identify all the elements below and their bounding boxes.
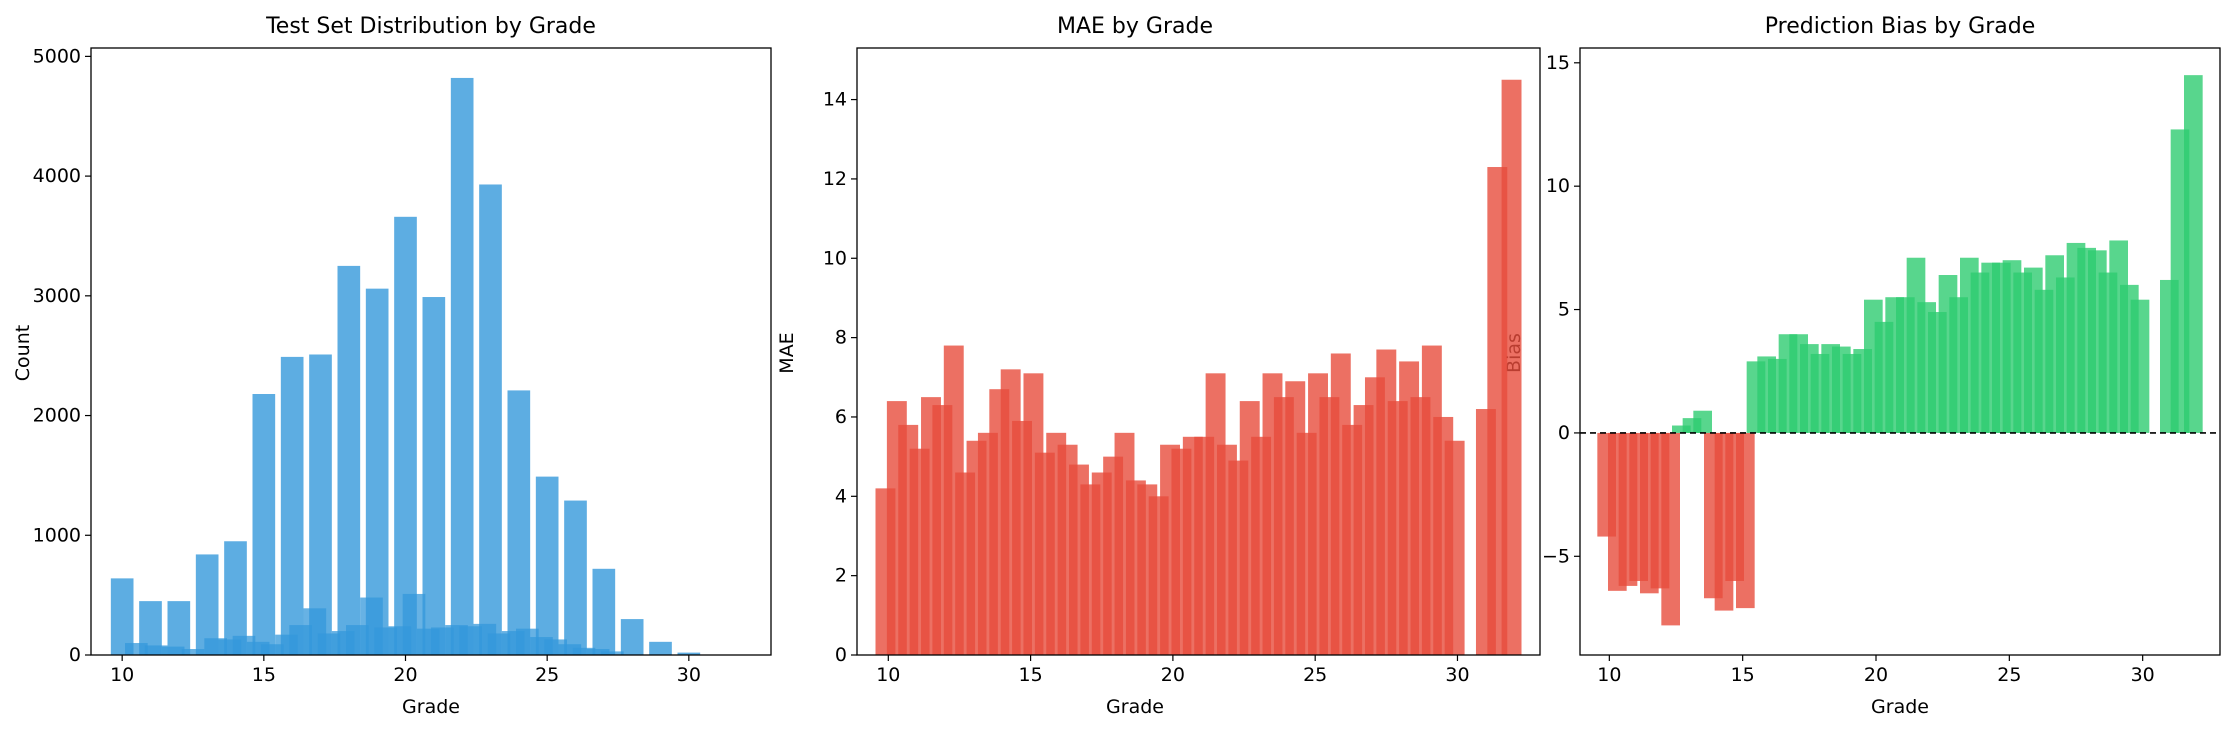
count-bar-s0-13 [479, 184, 502, 655]
mae-bar-53 [1501, 79, 1522, 655]
y-tick-label-count-1000: 1000 [33, 524, 81, 546]
y-tick-label-mae-2: 2 [835, 565, 847, 587]
x-tick-label-bias-15: 15 [1731, 664, 1755, 686]
y-tick-label-mae-8: 8 [835, 327, 847, 349]
y-tick-label-mae-6: 6 [835, 406, 847, 428]
chart-title-mae: MAE by Grade [1057, 14, 1213, 39]
count-bar-s1-8 [261, 644, 284, 655]
count-bar-s1-2 [161, 646, 185, 655]
y-tick-label-mae-10: 10 [823, 247, 847, 269]
y-tick-label-count-3000: 3000 [33, 285, 81, 307]
y-tick-label-count-0: 0 [69, 644, 81, 666]
x-tick-label-bias-10: 10 [1597, 664, 1621, 686]
count-bar-s0-11 [422, 297, 446, 655]
count-bar-s0-0 [110, 578, 134, 655]
mae-bar-50 [1444, 440, 1465, 655]
y-tick-label-count-2000: 2000 [33, 405, 81, 427]
y-tick-label-bias-10: 10 [1546, 175, 1570, 197]
count-bar-s0-6 [280, 356, 304, 655]
count-bar-s0-3 [195, 554, 219, 655]
bars-bias [1597, 75, 2203, 626]
bias-bar-13 [1736, 432, 1755, 609]
x-tick-label-mae-15: 15 [1019, 664, 1043, 686]
count-bar-s0-9 [365, 288, 389, 655]
count-bar-s0-15 [535, 476, 559, 655]
count-bar-s0-20 [677, 652, 701, 655]
y-axis-label-count: Count [12, 325, 34, 381]
count-bar-s1-31 [586, 649, 610, 655]
x-tick-label-bias-25: 25 [1997, 664, 2021, 686]
count-bar-s1-29 [558, 644, 582, 655]
axes-frame-bias [1579, 47, 2221, 656]
x-axis-label-mae: Grade [1106, 696, 1164, 718]
y-tick-label-bias--5: −5 [1542, 545, 1570, 567]
axes-frame-mae [856, 47, 1541, 656]
x-tick-label-count-10: 10 [110, 664, 134, 686]
y-tick-label-mae-0: 0 [835, 644, 847, 666]
count-bar-s0-12 [450, 77, 474, 655]
y-tick-label-bias-0: 0 [1558, 422, 1570, 444]
chart-title-count: Test Set Distribution by Grade [265, 14, 596, 39]
bias-bar-6 [1661, 432, 1680, 626]
bias-bar-53 [2184, 75, 2203, 433]
chart-title-bias: Prediction Bias by Grade [1765, 14, 2035, 39]
y-tick-label-mae-14: 14 [823, 89, 847, 111]
count-bar-s0-16 [564, 500, 587, 655]
panel-count: Test Set Distribution by Grade Grade Cou… [12, 14, 596, 718]
count-bar-s0-17 [592, 568, 616, 655]
count-bar-s0-19 [649, 641, 672, 655]
count-bar-s0-10 [394, 216, 417, 655]
count-bar-s0-18 [620, 619, 644, 655]
count-bar-s0-7 [309, 354, 332, 655]
y-tick-label-mae-12: 12 [823, 168, 847, 190]
x-axis-label-bias: Grade [1871, 696, 1929, 718]
count-bar-s1-1 [144, 645, 168, 655]
x-tick-label-mae-30: 30 [1445, 664, 1469, 686]
x-tick-label-bias-20: 20 [1864, 664, 1888, 686]
count-bar-s0-1 [139, 601, 162, 655]
x-tick-label-count-15: 15 [252, 664, 276, 686]
count-bar-s1-3 [181, 649, 205, 655]
bias-bar-9 [1693, 410, 1712, 433]
count-bar-s1-32 [601, 651, 624, 655]
x-tick-label-count-20: 20 [393, 664, 417, 686]
count-bar-s0-2 [167, 601, 191, 655]
y-tick-label-bias-15: 15 [1546, 52, 1570, 74]
x-tick-label-mae-25: 25 [1303, 664, 1327, 686]
count-bar-s0-14 [507, 390, 531, 655]
bars-count [110, 77, 701, 655]
bars-mae [875, 79, 1522, 656]
y-tick-label-bias-5: 5 [1558, 299, 1570, 321]
x-tick-label-mae-10: 10 [876, 664, 900, 686]
x-tick-label-count-30: 30 [677, 664, 701, 686]
x-axis-label-count: Grade [402, 696, 460, 718]
bias-bar-7 [1672, 425, 1691, 433]
count-bar-s1-30 [572, 647, 596, 655]
y-tick-label-mae-4: 4 [835, 485, 847, 507]
count-bar-s1-0 [125, 643, 148, 655]
x-tick-label-bias-30: 30 [2131, 664, 2155, 686]
bias-bar-50 [2130, 299, 2150, 433]
axes-frame-count [90, 47, 772, 656]
x-tick-label-mae-20: 20 [1161, 664, 1185, 686]
x-tick-label-count-25: 25 [535, 664, 559, 686]
y-axis-label-mae: MAE [776, 332, 798, 373]
y-tick-label-count-4000: 4000 [33, 165, 81, 187]
panel-mae: MAE by Grade Grade MAE [776, 14, 1213, 718]
count-bar-s0-8 [337, 265, 361, 655]
y-tick-label-count-5000: 5000 [33, 45, 81, 67]
count-bar-s0-4 [224, 541, 247, 655]
count-bar-s0-5 [252, 394, 276, 655]
